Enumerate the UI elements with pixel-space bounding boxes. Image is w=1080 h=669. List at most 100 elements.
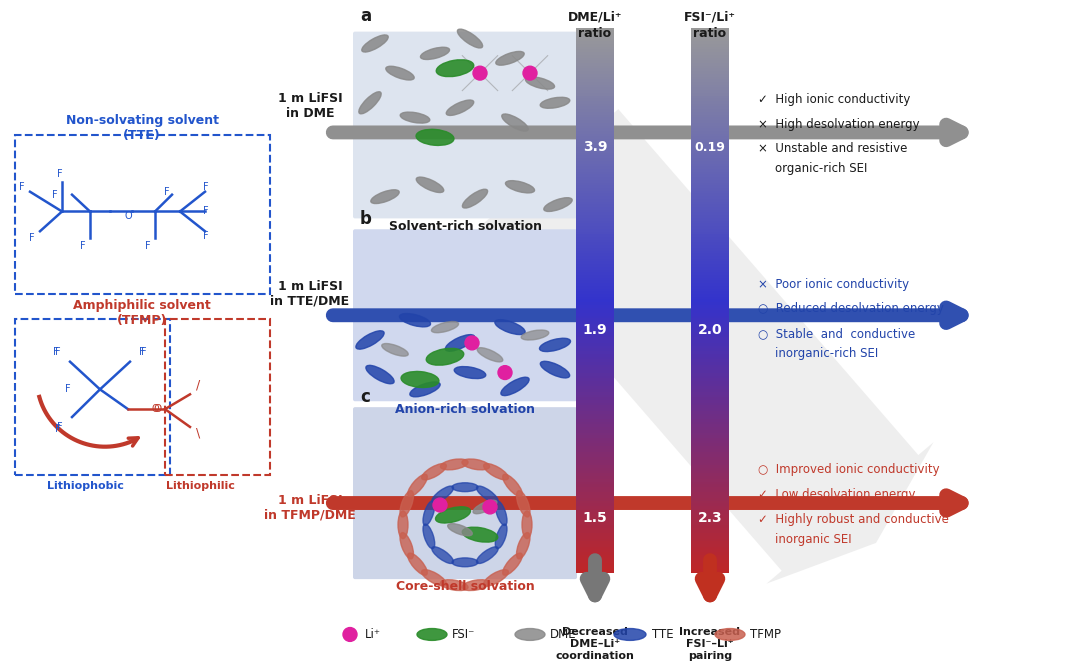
Bar [576,250,615,255]
Ellipse shape [366,365,394,384]
Bar [576,106,615,111]
Bar [691,183,729,187]
Bar [691,484,729,489]
Bar [576,120,615,125]
Bar [576,549,615,554]
Bar [691,313,729,318]
Ellipse shape [505,181,535,193]
Ellipse shape [496,52,524,65]
Bar [691,500,729,505]
Ellipse shape [381,344,408,356]
Bar [691,517,729,522]
Bar [691,27,729,32]
Ellipse shape [516,490,530,517]
Ellipse shape [715,629,745,640]
Bar [576,318,615,323]
Bar [691,237,729,242]
Bar [576,177,615,182]
Bar [691,495,729,500]
Bar [691,474,729,478]
Text: inorganic SEI: inorganic SEI [775,533,852,546]
Text: F: F [55,347,60,357]
Bar [576,397,615,402]
Text: Lithiophilic: Lithiophilic [165,481,234,491]
Bar [691,365,729,369]
Bar [576,365,615,369]
Bar [691,465,729,470]
Bar [576,449,615,454]
Ellipse shape [515,629,545,640]
Bar [576,229,615,233]
Bar [576,96,615,100]
Text: inorganic-rich SEI: inorganic-rich SEI [775,347,878,360]
Ellipse shape [473,500,497,514]
Bar [691,98,729,103]
Bar [576,142,615,147]
Text: FSI⁻/Li⁺
ratio: FSI⁻/Li⁺ ratio [684,11,735,40]
Bar [691,427,729,432]
Text: DME: DME [550,628,577,641]
Bar [576,204,615,209]
Bar [691,114,729,119]
Bar [576,183,615,187]
Text: ○  Stable  and  conductive: ○ Stable and conductive [758,327,915,340]
Text: (TTE): (TTE) [123,129,161,142]
Bar [691,177,729,182]
Bar [576,272,615,277]
Bar [576,68,615,73]
Text: Solvent-rich solvation: Solvent-rich solvation [389,220,541,233]
Bar [691,163,729,168]
Bar [576,490,615,494]
Bar [576,427,615,432]
Bar [691,82,729,87]
Bar [691,305,729,310]
Bar [576,349,615,353]
Bar [691,215,729,220]
Bar [576,215,615,220]
Text: O: O [124,211,132,221]
Bar [576,536,615,541]
Bar [691,457,729,462]
Bar [691,223,729,228]
Bar [576,446,615,451]
Bar [576,234,615,239]
Bar [576,433,615,438]
Bar [691,210,729,215]
Bar [691,39,729,43]
Text: ✓  Highly robust and conductive: ✓ Highly robust and conductive [758,513,949,526]
Bar [691,430,729,435]
Bar [691,421,729,426]
Bar [576,131,615,136]
Bar [576,474,615,478]
Bar [576,544,615,549]
Bar [691,462,729,467]
Bar [576,55,615,60]
Bar [691,272,729,277]
Text: F: F [203,182,208,192]
Bar [576,539,615,543]
Bar [691,389,729,394]
Circle shape [473,66,487,80]
Bar [576,109,615,114]
Bar [691,354,729,359]
Bar [691,126,729,130]
Bar [691,259,729,264]
Circle shape [498,366,512,379]
Bar [691,288,729,293]
Bar [691,188,729,193]
Bar [576,93,615,98]
FancyBboxPatch shape [353,229,577,401]
Bar [691,300,729,304]
Ellipse shape [496,501,507,525]
Ellipse shape [502,114,528,131]
Bar [576,511,615,516]
Bar [691,419,729,423]
Bar [691,101,729,106]
Bar [691,471,729,476]
Ellipse shape [431,322,459,332]
Bar [576,413,615,418]
Bar [576,158,615,163]
Ellipse shape [477,348,503,362]
Bar [576,262,615,266]
Bar [691,566,729,571]
